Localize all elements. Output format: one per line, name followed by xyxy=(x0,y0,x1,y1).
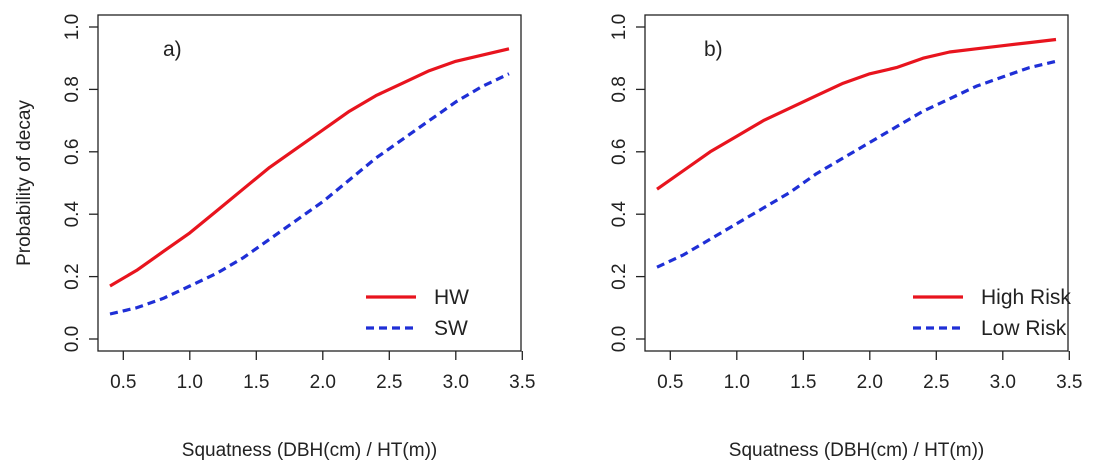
x-tick-label: 3.5 xyxy=(509,372,535,393)
y-tick-label: 0.0 xyxy=(609,326,630,352)
plot-frame xyxy=(644,14,1069,352)
y-tick-label: 0.2 xyxy=(62,263,83,289)
y-tick-label: 0.0 xyxy=(62,326,83,352)
x-tick-label: 1.0 xyxy=(724,372,750,393)
x-tick-label: 2.5 xyxy=(376,372,402,393)
y-tick-label: 1.0 xyxy=(62,14,83,40)
y-tick-label: 0.6 xyxy=(609,139,630,165)
panel-a: 0.5 1.0 1.5 2.0 2.5 3.0 3.5 0.0 0.2 0.4 0.6 0.8 1.0 S… xyxy=(14,14,536,461)
y-tick-label: 0.4 xyxy=(609,201,630,228)
legend-label: SW xyxy=(434,317,468,340)
x-tick-label: 1.5 xyxy=(790,372,816,393)
y-tick-label: 0.8 xyxy=(609,76,630,102)
y-tick-label: 1.0 xyxy=(609,14,630,40)
x-tick-label: 0.5 xyxy=(110,372,136,393)
series-line-high-risk xyxy=(656,37,1057,191)
x-tick-label: 2.5 xyxy=(923,372,949,393)
y-tick-label: 0.8 xyxy=(62,76,83,102)
y-tick-label: 0.4 xyxy=(62,201,83,228)
x-axis-title: Squatness (DBH(cm) / HT(m)) xyxy=(729,440,984,461)
x-tick-label: 3.0 xyxy=(990,372,1016,393)
series-line-hw xyxy=(109,47,510,288)
y-axis-title: Probability of decay xyxy=(14,100,35,266)
x-tick-label: 0.5 xyxy=(657,372,683,393)
series-line-sw xyxy=(109,72,510,316)
panel-label: a) xyxy=(163,38,182,61)
y-tick-label: 0.6 xyxy=(62,139,83,165)
x-tick-label: 2.0 xyxy=(310,372,336,393)
x-tick-label: 3.0 xyxy=(443,372,469,393)
plot-frame xyxy=(97,14,522,352)
x-axis-title: Squatness (DBH(cm) / HT(m)) xyxy=(182,440,437,461)
legend-label: High Risk xyxy=(981,286,1071,309)
y-tick-label: 0.2 xyxy=(609,263,630,289)
legend-label: HW xyxy=(434,286,469,309)
x-tick-label: 2.0 xyxy=(857,372,883,393)
panel-label: b) xyxy=(704,38,723,61)
x-tick-label: 1.5 xyxy=(243,372,269,393)
panel-b: 0.5 1.0 1.5 2.0 2.5 3.0 3.5 0.0 0.2 0.4 0.6 0.8 1.0 S… xyxy=(609,14,1083,461)
legend-label: Low Risk xyxy=(981,317,1067,340)
x-tick-label: 3.5 xyxy=(1056,372,1082,393)
x-tick-label: 1.0 xyxy=(177,372,203,393)
series-line-low-risk xyxy=(656,59,1057,269)
